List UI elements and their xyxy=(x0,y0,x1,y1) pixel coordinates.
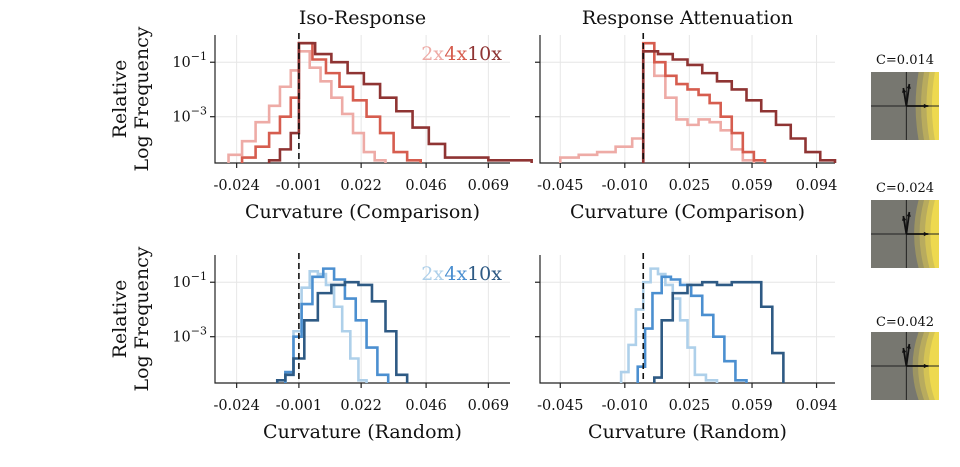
x-tick-label: 0.046 xyxy=(405,398,447,414)
x-tick-label: -0.024 xyxy=(213,398,259,414)
x-tick-label: 0.022 xyxy=(340,178,382,194)
x-tick-label: -0.010 xyxy=(602,178,648,194)
x-tick-label: -0.010 xyxy=(602,398,648,414)
arrowhead-icon xyxy=(901,88,907,93)
arrowhead-icon xyxy=(906,212,911,217)
axes-spine xyxy=(539,35,835,164)
series-10x xyxy=(653,280,785,383)
series-10x xyxy=(641,50,837,163)
y-axis-label-line: Relative xyxy=(109,280,131,359)
curvature-inset: C=0.042 xyxy=(871,315,939,400)
legend-entry: 4x xyxy=(444,263,467,285)
series-2x xyxy=(619,267,719,383)
series-4x xyxy=(240,41,422,163)
curvature-inset: C=0.014 xyxy=(871,53,939,140)
x-axis-label: Curvature (Comparison) xyxy=(245,201,480,223)
series-10x xyxy=(275,280,409,383)
arrowhead-icon xyxy=(906,344,911,349)
series-4x xyxy=(636,275,748,383)
x-tick-label: -0.001 xyxy=(276,178,322,194)
series-4x xyxy=(641,41,767,163)
panel-iso_random: -0.024 -0.001 0.022 0.046 0.069 10−1 10−3 10x4x… xyxy=(109,246,510,443)
x-tick-label: 0.022 xyxy=(340,398,382,414)
series-4x xyxy=(284,267,390,383)
arrowhead-icon xyxy=(906,84,911,89)
x-tick-label: 0.025 xyxy=(669,398,711,414)
x-tick-label: -0.045 xyxy=(537,398,583,414)
inset-label: C=0.042 xyxy=(876,315,934,330)
x-tick-label: 0.025 xyxy=(669,178,711,194)
y-tick-label: 10−3 xyxy=(172,325,207,346)
x-axis-label: Curvature (Random) xyxy=(263,421,462,443)
panel-iso_comparison: -0.024 -0.001 0.022 0.046 0.069 10−1 10−3 10x4x… xyxy=(109,7,533,223)
panel-title: Response Attenuation xyxy=(582,7,793,29)
x-tick-label: 0.059 xyxy=(731,398,773,414)
axes-spine xyxy=(214,255,510,384)
panel-attn_comparison: -0.045 -0.010 0.025 0.059 0.094 Response Atte… xyxy=(535,7,837,223)
x-tick-label: -0.024 xyxy=(213,178,259,194)
x-tick-label: 0.094 xyxy=(796,398,838,414)
curvature-inset: C=0.024 xyxy=(871,181,939,268)
series-2x xyxy=(227,50,387,163)
series-10x xyxy=(267,41,533,163)
x-axis-label: Curvature (Comparison) xyxy=(570,201,805,223)
arrowhead-icon xyxy=(901,216,907,221)
arrowhead-icon xyxy=(923,231,929,237)
y-axis-label-line: Relative xyxy=(109,60,131,139)
x-tick-label: 0.094 xyxy=(796,178,838,194)
x-tick-label: 0.069 xyxy=(468,178,510,194)
panel-title: Iso-Response xyxy=(299,7,426,29)
x-tick-label: -0.001 xyxy=(276,398,322,414)
arrowhead-icon xyxy=(923,103,929,109)
x-tick-label: 0.046 xyxy=(405,178,447,194)
x-tick-label: 0.059 xyxy=(731,178,773,194)
x-tick-label: -0.045 xyxy=(537,178,583,194)
legend-entry: 4x xyxy=(444,43,467,65)
x-tick-label: 0.069 xyxy=(468,398,510,414)
inset-label: C=0.014 xyxy=(876,53,934,68)
arrowhead-icon xyxy=(923,363,929,369)
y-tick-label: 10−1 xyxy=(172,270,207,291)
legend-entry: 2x xyxy=(421,263,444,285)
axes-spine xyxy=(539,255,835,384)
y-tick-label: 10−1 xyxy=(172,50,207,71)
legend-entry: 10x xyxy=(467,43,502,65)
panel-attn_random: -0.045 -0.010 0.025 0.059 0.094 Curvature (Ra… xyxy=(535,253,837,443)
inset-label: C=0.024 xyxy=(876,181,934,196)
y-axis-label-line: Log Frequency xyxy=(131,26,153,171)
y-tick-label: 10−3 xyxy=(172,105,207,126)
y-axis-label-line: Log Frequency xyxy=(131,246,153,391)
legend-entry: 10x xyxy=(467,263,502,285)
x-axis-label: Curvature (Random) xyxy=(588,421,787,443)
series-2x xyxy=(284,270,368,383)
legend-entry: 2x xyxy=(421,43,444,65)
series-2x xyxy=(558,50,756,163)
arrowhead-icon xyxy=(901,348,907,353)
axes-spine xyxy=(214,35,510,164)
